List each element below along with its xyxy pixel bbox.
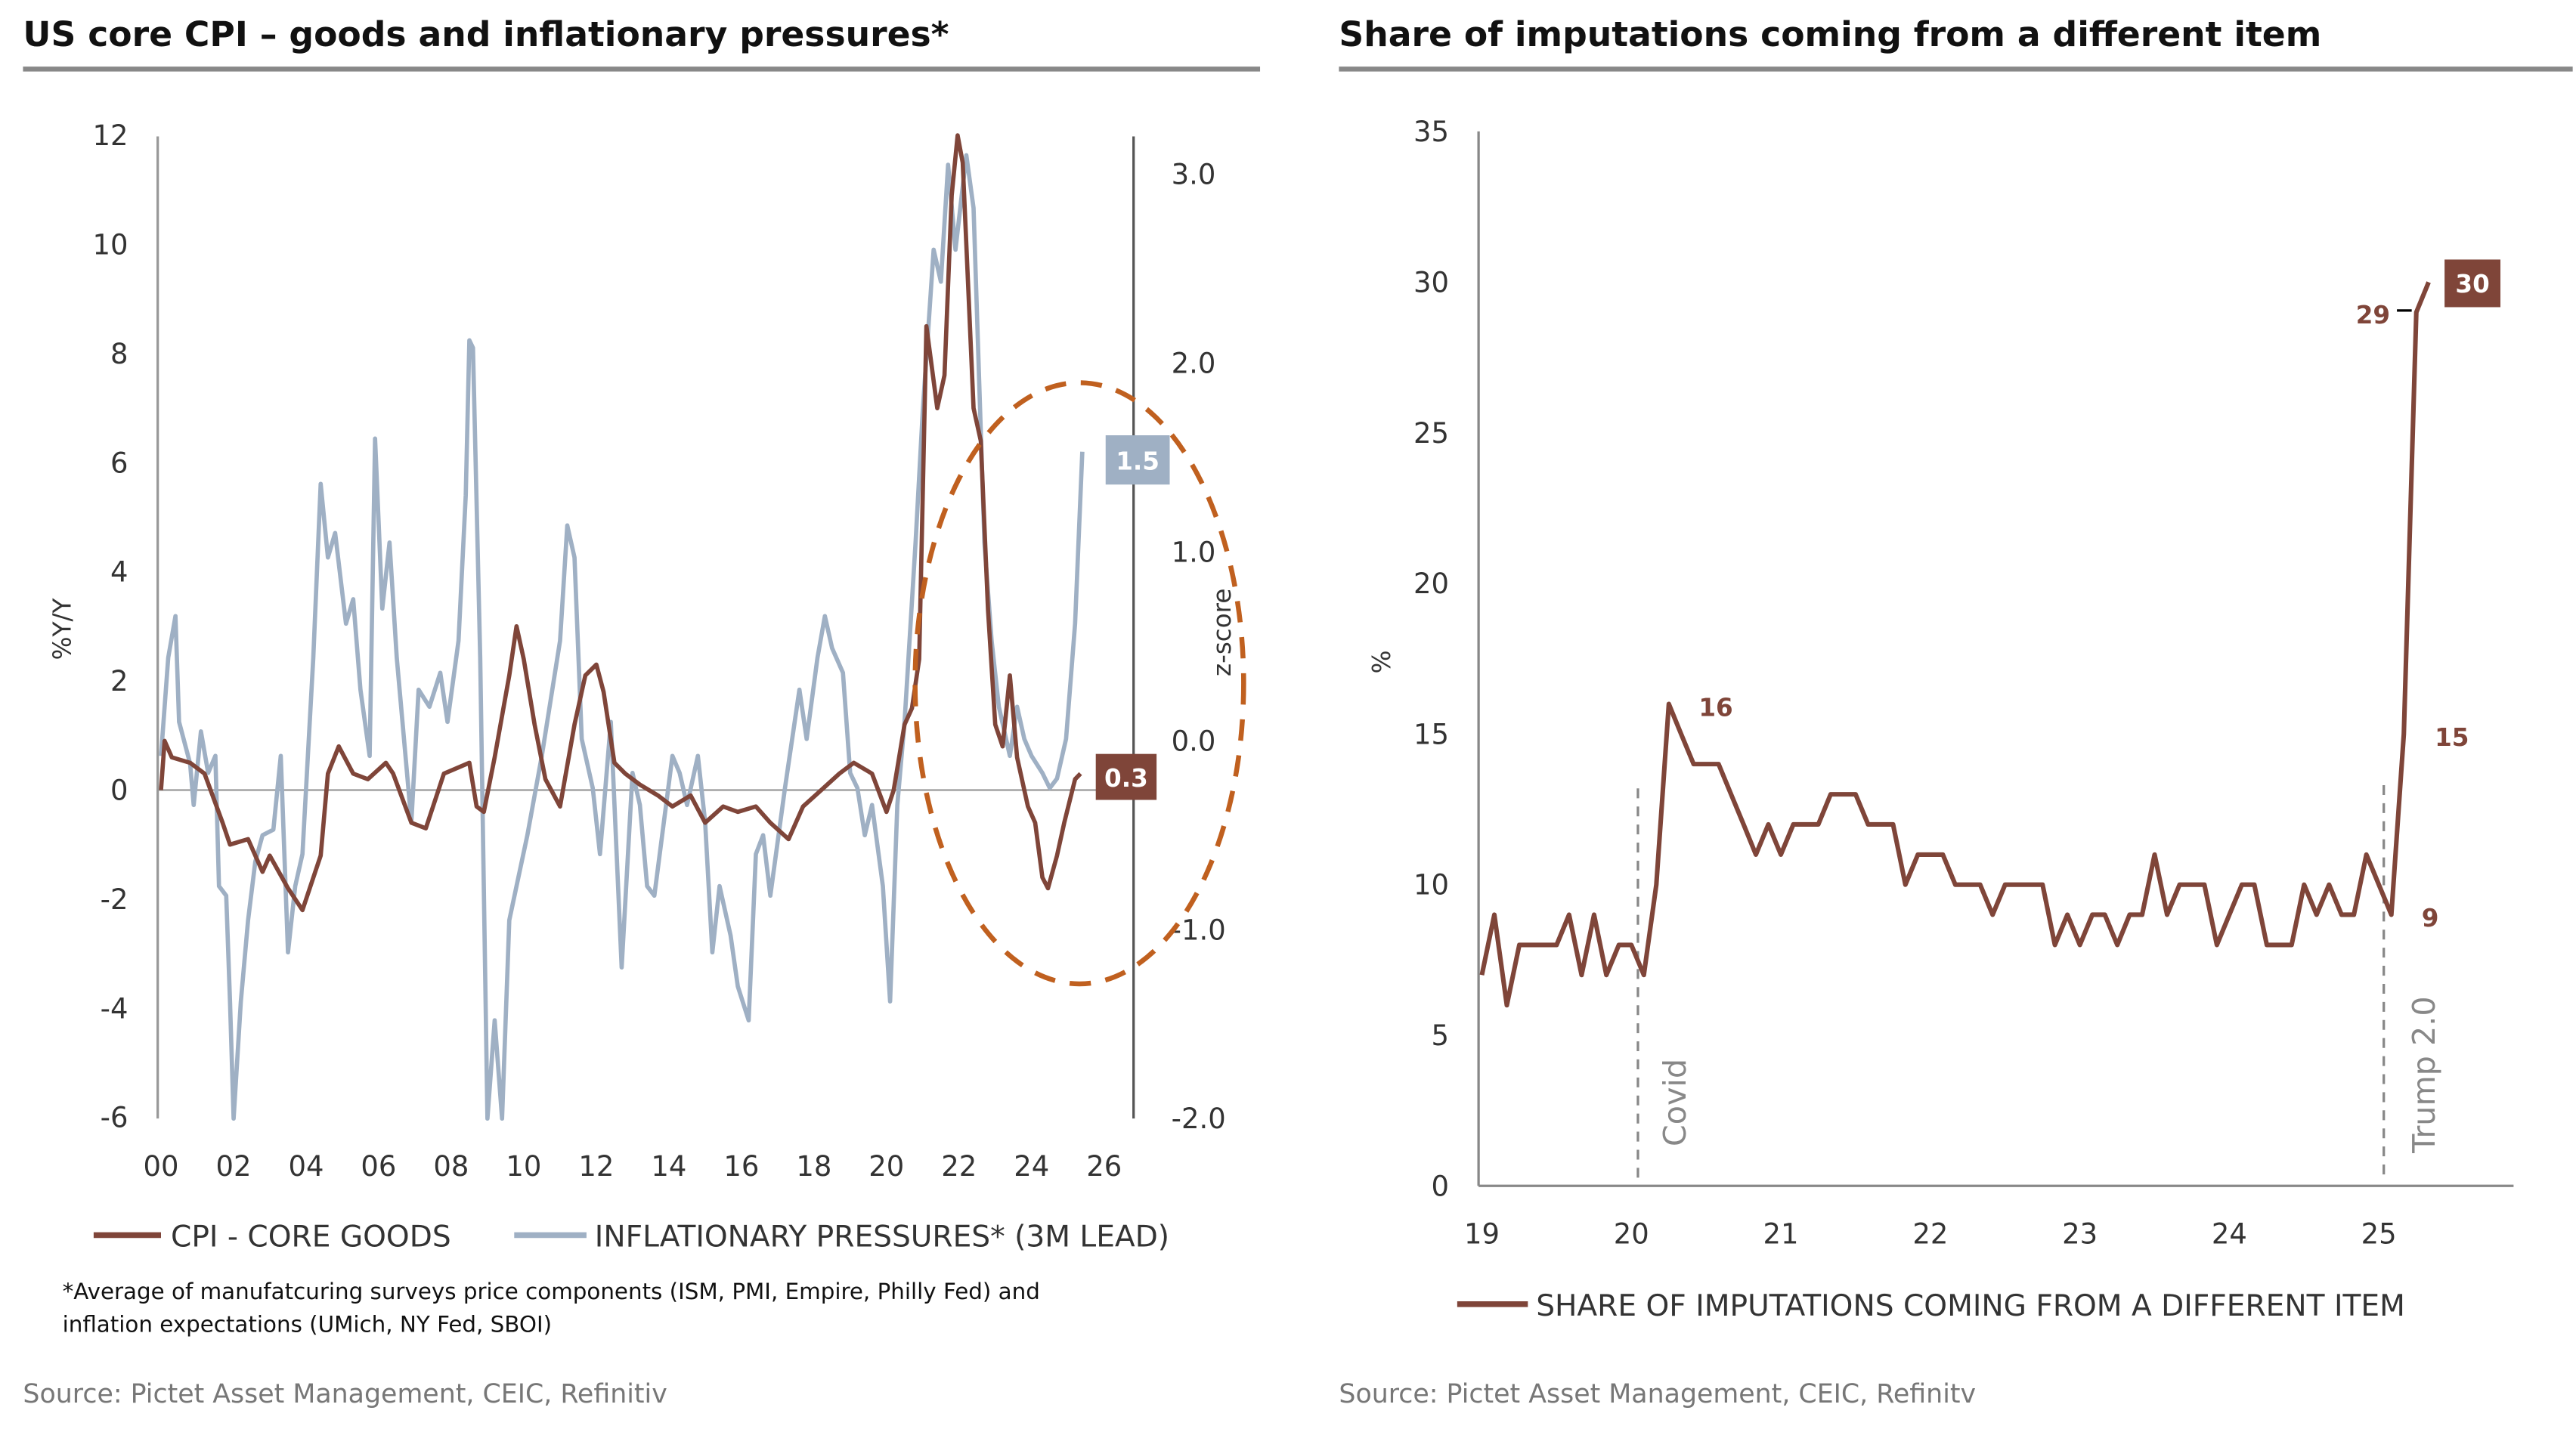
x-tick: 16 [723,1150,759,1183]
right-y-tick: -1.0 [1172,914,1226,946]
right-chart-x-tick: 19 [1464,1217,1500,1250]
right-y-axis-label: z-score [1208,589,1237,676]
right-chart-x-tick: 20 [1614,1217,1649,1250]
annotation-9: 9 [2422,904,2439,933]
covid-label: Covid [1657,1059,1693,1146]
right-chart-y-tick: 25 [1413,417,1449,450]
trump-label: Trump 2.0 [2406,996,2442,1153]
footnote-line-1: *Average of manufatcuring surveys price … [63,1279,1040,1304]
right-chart-y-tick: 35 [1413,116,1449,148]
annotation-16: 16 [1698,694,1732,722]
inflationary-pressures-line [159,153,1085,1121]
annotation-15: 15 [2435,723,2469,752]
right-y-tick: 1.0 [1172,536,1216,568]
left-y-tick: 8 [110,338,128,370]
left-y-tick: -6 [101,1102,128,1134]
left-chart-title: US core CPI – goods and inflationary pre… [23,14,949,54]
right-chart: Share of imputations coming from a diffe… [1339,14,2573,1409]
x-tick: 24 [1014,1150,1049,1183]
footnote-line-2: inflation expectations (UMich, NY Fed, S… [63,1312,552,1338]
right-chart-y-label: % [1367,650,1396,673]
x-tick: 20 [868,1150,904,1183]
left-y-tick: 12 [93,119,128,152]
right-y-tick: 3.0 [1172,158,1216,190]
right-chart-x-tick: 24 [2212,1217,2247,1250]
cpi-last-value: 0.3 [1104,764,1148,793]
right-chart-x-tick: 25 [2361,1217,2397,1250]
right-chart-x-tick: 23 [2062,1217,2098,1250]
left-y-tick: 6 [110,447,128,479]
x-tick: 10 [506,1150,541,1183]
last-value-box [2444,259,2501,308]
legend-label-pressures: INFLATIONARY PRESSURES* (3M LEAD) [595,1220,1169,1254]
right-chart-y-tick: 30 [1413,266,1449,298]
right-chart-x-tick: 21 [1763,1217,1799,1250]
left-y-axis-label: %Y/Y [48,599,76,660]
x-tick: 06 [361,1150,396,1183]
right-chart-y-tick: 10 [1413,869,1449,902]
left-y-tick: -4 [101,992,128,1025]
left-y-tick: 4 [110,556,128,589]
imputations-share-line [1479,281,2431,1008]
cpi-core-goods-line [159,133,1082,913]
left-y-tick: -2 [101,883,128,916]
right-chart-y-tick: 15 [1413,718,1449,750]
legend-label-cpi: CPI - CORE GOODS [171,1220,451,1254]
x-tick: 14 [651,1150,686,1183]
right-y-tick: 0.0 [1172,725,1216,757]
right-chart-title: Share of imputations coming from a diffe… [1339,14,2321,54]
x-tick: 22 [941,1150,977,1183]
cpi-last-value-box [1095,753,1157,800]
x-tick: 02 [215,1150,251,1183]
left-y-tick: 0 [110,775,128,807]
x-tick: 04 [288,1150,324,1183]
pressures-last-value: 1.5 [1116,447,1160,476]
left-y-tick: 2 [110,665,128,697]
right-chart-y-tick: 20 [1413,568,1449,600]
x-tick: 08 [433,1150,469,1183]
right-source: Source: Pictet Asset Management, CEIC, R… [1339,1379,1976,1409]
pressures-last-value-box [1105,435,1170,485]
last-value: 30 [2455,270,2489,298]
annotation-29: 29 [2356,301,2390,329]
x-tick: 18 [796,1150,831,1183]
right-chart-y-tick: 0 [1431,1170,1449,1202]
left-y-tick: 10 [93,228,128,261]
x-tick: 12 [578,1150,614,1183]
right-y-tick: 2.0 [1172,347,1216,379]
legend-label-imputations: SHARE OF IMPUTATIONS COMING FROM A DIFFE… [1536,1289,2405,1323]
x-tick: 00 [143,1150,178,1183]
right-chart-y-tick: 5 [1431,1019,1449,1052]
right-chart-x-tick: 22 [1912,1217,1948,1250]
left-source: Source: Pictet Asset Management, CEIC, R… [23,1379,667,1409]
highlight-ellipse [912,380,1246,987]
right-y-tick: -2.0 [1172,1103,1226,1135]
left-chart: US core CPI – goods and inflationary pre… [23,14,1261,1409]
x-tick: 26 [1086,1150,1122,1183]
